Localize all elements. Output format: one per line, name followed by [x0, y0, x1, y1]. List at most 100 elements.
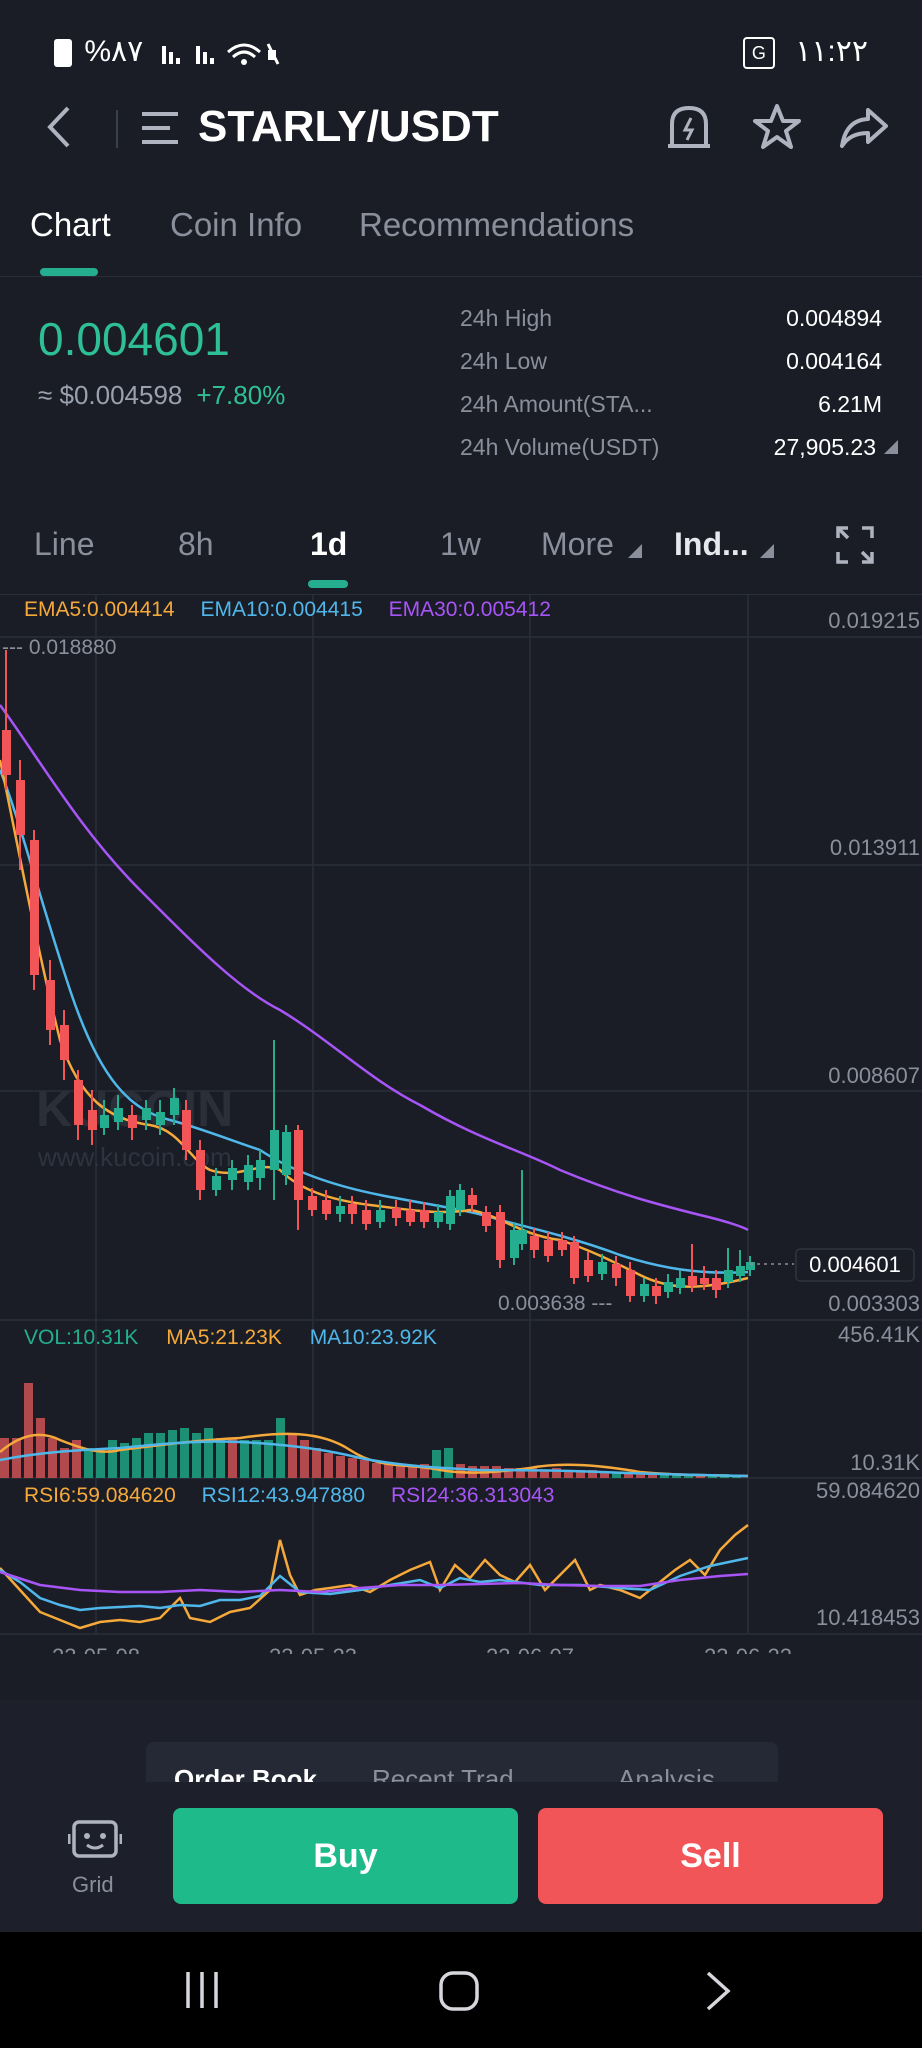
volume-bar	[612, 1472, 621, 1478]
candle-body	[570, 1242, 579, 1278]
tf-line[interactable]: Line	[34, 526, 95, 562]
axis-price-3: 0.008607	[828, 1063, 920, 1088]
candle-body	[676, 1278, 685, 1288]
candle-body	[16, 780, 25, 835]
fullscreen-icon[interactable]	[836, 526, 874, 564]
volume-bar	[36, 1418, 45, 1478]
candle-body	[446, 1196, 455, 1224]
tab-chart[interactable]: Chart	[30, 206, 111, 243]
main-tabs: Chart Coin Info Recommendations	[0, 206, 922, 277]
volume-bar	[144, 1433, 153, 1478]
volume-bar	[72, 1440, 81, 1478]
volume-bar	[240, 1440, 249, 1478]
favorite-star-icon[interactable]	[752, 102, 802, 152]
rsi-axis-top: 59.084620	[816, 1478, 920, 1503]
tab-coin-info[interactable]: Coin Info	[170, 206, 303, 243]
buy-button[interactable]: Buy	[173, 1808, 518, 1904]
legend-rsi6: RSI6:59.084620	[24, 1484, 176, 1507]
ema-legend: EMA5:0.004414 EMA10:0.004415 EMA30:0.005…	[24, 598, 551, 622]
chart-area[interactable]: KUCOIN www.kucoin.com 0.019215 0.013911 …	[0, 594, 922, 1669]
candle-body	[88, 1110, 97, 1130]
volume-bar	[216, 1438, 225, 1478]
stat-low: 24h Low 0.004164	[460, 348, 882, 374]
volume-bar	[288, 1433, 297, 1478]
candle-body	[228, 1168, 237, 1180]
candles	[2, 650, 755, 1304]
grid-label[interactable]: Grid	[72, 1872, 114, 1897]
volume-bar	[156, 1433, 165, 1478]
volume-bar	[96, 1448, 105, 1478]
date-label-4: 23-06-22	[704, 1644, 792, 1654]
candle-body	[712, 1278, 721, 1290]
tf-indicators[interactable]: Ind...	[674, 526, 749, 562]
tf-more[interactable]: More	[541, 526, 614, 562]
ema30-line	[0, 704, 749, 1232]
candle-body	[294, 1130, 303, 1200]
candle-body	[736, 1266, 745, 1276]
translate-icon: G	[742, 37, 775, 70]
candle-body	[652, 1286, 661, 1296]
share-icon[interactable]	[838, 106, 890, 150]
candle-body	[510, 1230, 519, 1258]
home-icon[interactable]	[438, 1970, 480, 2012]
volume-bar	[396, 1466, 405, 1478]
candlestick-chart[interactable]: KUCOIN www.kucoin.com 0.019215 0.013911 …	[0, 594, 922, 1669]
recent-apps-icon[interactable]	[182, 1970, 222, 2010]
forward-nav-icon[interactable]	[704, 1970, 732, 2012]
battery-level: %۸۷	[84, 35, 144, 68]
battery-icon	[54, 39, 72, 68]
volume-bar	[408, 1466, 417, 1478]
candle-body	[244, 1165, 253, 1182]
volume-bar	[300, 1440, 309, 1478]
grid-bot-icon[interactable]	[68, 1820, 122, 1864]
volume-bar	[528, 1468, 537, 1478]
tf-8h[interactable]: 8h	[178, 526, 214, 562]
tf-1d[interactable]: 1d	[310, 526, 348, 562]
volume-bar	[624, 1472, 633, 1478]
legend-ma10: MA10:23.92K	[309, 1326, 437, 1349]
axis-price-4: 0.003303	[828, 1291, 920, 1316]
tab-recommendations[interactable]: Recommendations	[359, 206, 635, 243]
timeframe-bar: Line 8h 1d 1w More Ind...	[0, 520, 922, 595]
tab-analysis[interactable]: Analysis	[618, 1764, 715, 1782]
volume-bar	[420, 1464, 429, 1478]
volume-bar	[660, 1474, 669, 1478]
stat-volume[interactable]: 24h Volume(USDT) 27,905.23	[460, 434, 900, 477]
back-icon[interactable]	[44, 104, 74, 150]
candle-body	[336, 1206, 345, 1214]
tab-indicator	[40, 268, 98, 276]
volume-bar	[588, 1470, 597, 1478]
candle-body	[420, 1210, 429, 1222]
date-label-2: 23-05-23	[269, 1644, 357, 1654]
candle-body	[434, 1212, 443, 1222]
volume-bar	[312, 1448, 321, 1478]
candle-body	[376, 1210, 385, 1222]
volume-bar	[132, 1438, 141, 1478]
volume-bar	[552, 1468, 561, 1478]
alert-bell-icon[interactable]	[666, 102, 712, 152]
volume-bar	[336, 1456, 345, 1478]
candle-body	[406, 1210, 415, 1222]
sell-button[interactable]: Sell	[538, 1808, 883, 1904]
menu-icon[interactable]	[142, 110, 182, 146]
ema5-line	[0, 759, 749, 1288]
candle-body	[100, 1115, 109, 1128]
pair-title[interactable]: STARLY/USDT	[198, 102, 499, 151]
volume-bar	[576, 1470, 585, 1478]
legend-ema5: EMA5:0.004414	[24, 598, 175, 621]
vol-legend: VOL:10.31K MA5:21.23K MA10:23.92K	[24, 1326, 437, 1350]
rsi6-line	[0, 1524, 749, 1630]
vol-ma10-line	[0, 1440, 749, 1478]
tab-order-book[interactable]: Order Book	[174, 1764, 318, 1782]
candle-body	[456, 1190, 465, 1210]
legend-ema30: EMA30:0.005412	[388, 598, 551, 621]
stat-high: 24h High 0.004894	[460, 305, 882, 331]
tab-recent-trades[interactable]: Recent Trad...	[372, 1764, 536, 1782]
volume-bar	[348, 1458, 357, 1478]
volume-bar	[168, 1430, 177, 1478]
volume-bar	[504, 1468, 513, 1478]
candle-body	[584, 1260, 593, 1276]
tf-1w[interactable]: 1w	[440, 526, 481, 562]
candle-body	[468, 1195, 477, 1205]
candle-body	[482, 1212, 491, 1226]
